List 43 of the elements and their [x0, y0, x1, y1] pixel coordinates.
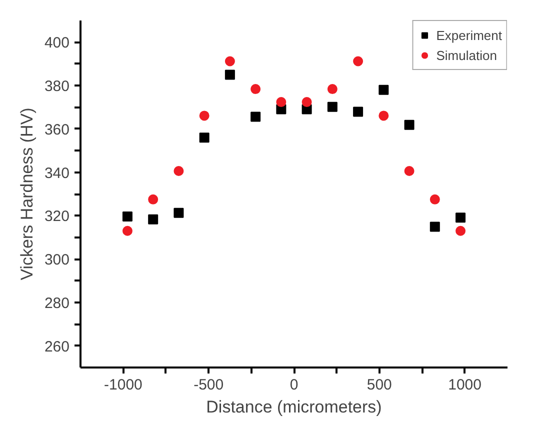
- point: [430, 222, 440, 232]
- point: [199, 110, 210, 121]
- point: [224, 70, 235, 80]
- y-tick-label: 400: [44, 34, 70, 52]
- point: [302, 97, 312, 108]
- point: [327, 102, 338, 112]
- y-tick-label: 380: [44, 78, 70, 96]
- point: [276, 97, 286, 108]
- legend-label: Simulation: [436, 48, 497, 62]
- y-tick-label: 360: [44, 121, 70, 138]
- point: [378, 84, 389, 95]
- x-tick-label: 500: [366, 376, 392, 394]
- y-tick-label: 300: [44, 252, 70, 269]
- legend-label: Experiment: [436, 28, 502, 42]
- point: [378, 110, 389, 121]
- point: [199, 132, 210, 143]
- x-tick-label: -1000: [104, 376, 142, 394]
- point: [327, 84, 338, 94]
- point: [456, 212, 466, 223]
- point: [224, 56, 235, 66]
- point: [430, 194, 440, 204]
- point: [404, 120, 414, 130]
- x-tick-label: 1000: [448, 376, 482, 394]
- point: [404, 166, 414, 176]
- x-tick-label: 0: [290, 376, 298, 394]
- point: [122, 212, 132, 222]
- y-tick-label: 260: [44, 338, 70, 356]
- point: [174, 208, 184, 218]
- y-tick-label: 320: [44, 208, 70, 226]
- point: [353, 106, 364, 117]
- y-tick-label: 280: [44, 294, 70, 312]
- y-axis-title: Vickers Hardness (HV): [17, 108, 36, 280]
- point: [456, 226, 466, 236]
- point: [148, 194, 158, 204]
- x-tick-label: -500: [194, 376, 224, 394]
- point: [250, 84, 261, 94]
- x-axis-title: Distance (micrometers): [206, 398, 382, 416]
- point: [353, 56, 364, 66]
- y-tick-label: 340: [44, 164, 70, 182]
- point: [148, 214, 158, 224]
- point: [250, 112, 261, 122]
- point: [174, 166, 184, 176]
- point: [122, 226, 132, 236]
